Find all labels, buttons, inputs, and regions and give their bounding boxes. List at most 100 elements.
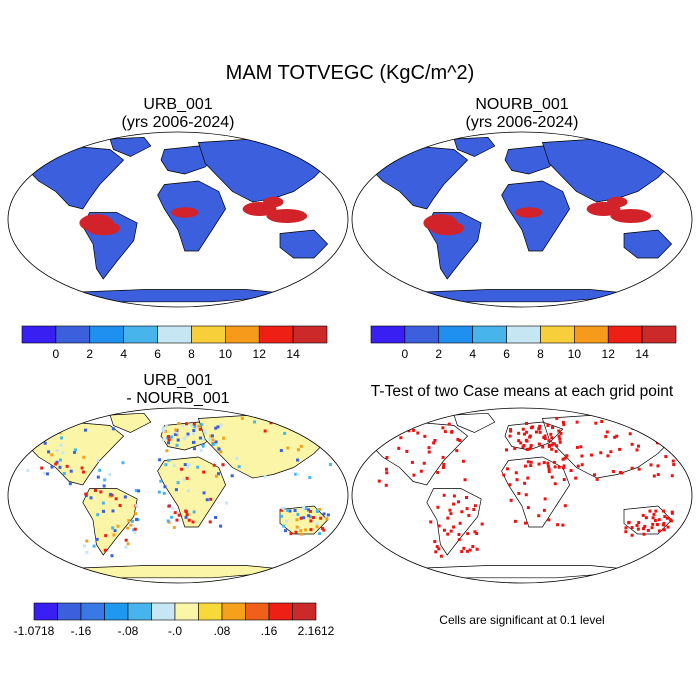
map-ttest-cell	[575, 420, 579, 424]
map-ttest-cell	[525, 447, 529, 451]
colorbar-urb-label: 10	[219, 347, 233, 361]
colorbar-diff-swatch	[127, 602, 152, 621]
map-ttest-cell	[599, 451, 603, 455]
colorbar-diff-swatch	[292, 602, 317, 621]
map-diff-cell	[198, 427, 202, 431]
map-ttest-cell	[662, 528, 666, 532]
map-diff-cell	[296, 448, 300, 452]
map-ttest-cell	[555, 416, 559, 420]
map-ttest-cell	[449, 529, 453, 533]
map-ttest-cell	[620, 471, 624, 475]
map-ttest-cell	[517, 491, 521, 495]
map-diff-cell	[103, 548, 107, 552]
map-ttest-cell	[611, 470, 615, 474]
map-ttest-cell	[377, 479, 381, 483]
map-diff-cell	[214, 440, 218, 444]
map-ttest-cell	[514, 471, 518, 475]
map-diff-cell	[157, 490, 161, 494]
map-ttest-cell	[635, 523, 639, 527]
map-diff-cell	[201, 437, 205, 441]
map-ttest-cell	[436, 505, 440, 509]
map-diff-cell	[116, 524, 120, 528]
map-ttest-cell	[557, 429, 561, 433]
panel-ttest-title: T-Test of two Case means at each grid po…	[370, 383, 674, 400]
map-nourb-border	[351, 131, 693, 308]
map-ttest-cell	[630, 466, 634, 470]
map-diff-cell	[161, 426, 165, 430]
map-ttest-cell	[457, 533, 461, 537]
map-diff-cell	[182, 437, 186, 441]
colorbar-nourb-label: 2	[435, 347, 442, 361]
map-ttest-cell	[600, 419, 604, 423]
map-diff-cell	[42, 471, 46, 475]
map-ttest-cell	[630, 525, 634, 529]
map-diff-cell	[322, 528, 326, 532]
map-ttest-group	[351, 407, 693, 584]
map-diff-cell	[192, 422, 196, 426]
colorbar-nourb-swatch	[607, 325, 643, 344]
map-diff-cell	[283, 431, 287, 435]
map-diff-cell	[308, 509, 312, 513]
map-ttest-cell	[579, 445, 583, 449]
map-diff-cell	[295, 525, 299, 529]
colorbar-urb-swatch	[191, 325, 226, 344]
map-diff-cell	[182, 477, 186, 481]
map-urb-high-biomass-2	[171, 207, 199, 218]
map-ttest-cell	[650, 423, 654, 427]
map-diff-cell	[62, 472, 66, 476]
map-ttest-cell	[387, 433, 391, 437]
map-diff-cell	[82, 455, 86, 459]
map-diff-cell	[50, 453, 54, 457]
map-ttest-cell	[534, 430, 538, 434]
map-ttest-cell	[422, 461, 426, 465]
colorbar-nourb-swatch	[472, 325, 507, 344]
map-ttest-cell	[671, 459, 675, 463]
map-ttest-cell	[442, 528, 446, 532]
colorbar-diff-label: -1.0718	[14, 624, 55, 638]
map-diff-cell	[39, 431, 43, 435]
map-nourb-land-australia	[623, 229, 673, 259]
colorbar-diff-label: -.0	[168, 624, 182, 638]
map-ttest-cell	[385, 456, 389, 460]
map-ttest-cell	[646, 528, 650, 532]
map-nourb-high-biomass-5	[607, 196, 628, 208]
map-diff-cell	[219, 423, 223, 427]
map-diff-cell	[309, 519, 313, 523]
map-diff-cell	[237, 465, 241, 469]
map-diff-cell	[294, 530, 298, 534]
map-ttest-cell	[589, 453, 593, 457]
map-urb-border	[7, 131, 349, 308]
map-ttest-cell	[452, 494, 456, 498]
map-ttest-cell	[541, 445, 545, 449]
map-ttest-cell	[574, 476, 578, 480]
map-ttest-cell	[550, 436, 554, 440]
map-diff-cell	[59, 443, 63, 447]
map-diff-cell	[217, 447, 221, 451]
map-diff-cell	[137, 489, 141, 493]
map-diff-cell	[35, 433, 39, 437]
map-diff-cell	[175, 430, 179, 434]
map-ttest-cell	[550, 447, 554, 451]
colorbar-urb-swatch	[225, 325, 260, 344]
map-diff-cell	[287, 418, 291, 422]
map-diff-cell	[127, 519, 131, 523]
map-diff-cell	[65, 464, 69, 468]
map-ttest-cell	[399, 436, 403, 440]
map-ttest-cell	[561, 420, 565, 424]
map-diff-cell	[296, 458, 300, 462]
map-ttest-cell	[460, 550, 464, 554]
map-diff-cell	[69, 469, 73, 473]
map-nourb-land-greenland	[453, 136, 496, 157]
map-diff-cell	[263, 475, 267, 479]
map-diff-cell	[184, 435, 188, 439]
map-ttest-cell	[439, 554, 443, 558]
map-diff-cell	[89, 496, 93, 500]
map-ttest-cell	[618, 447, 622, 451]
map-ttest-cell	[412, 428, 416, 432]
map-diff-cell	[314, 437, 318, 441]
map-nourb-group	[351, 131, 693, 308]
map-ttest-cell	[580, 454, 584, 458]
map-nourb-land-antarctica	[399, 289, 645, 303]
map-ttest-cell	[643, 524, 647, 528]
colorbar-nourb-swatch	[574, 325, 609, 344]
